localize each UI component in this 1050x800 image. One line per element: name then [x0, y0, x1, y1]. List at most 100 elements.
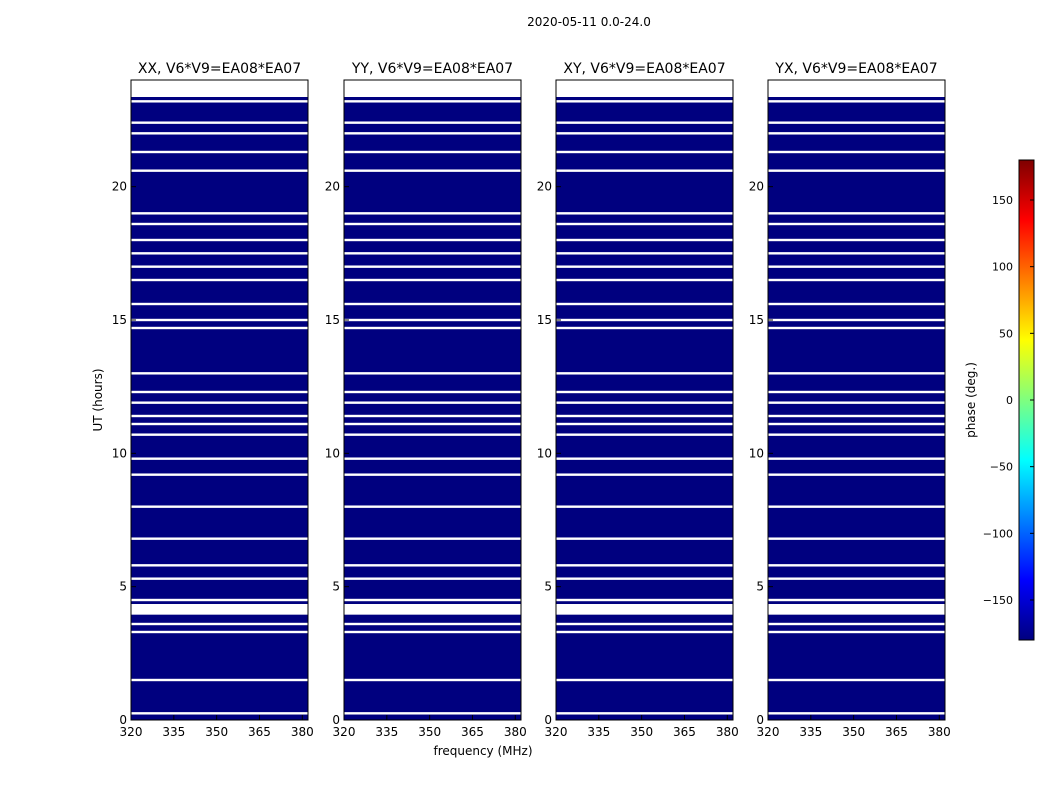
flagged-row: [556, 604, 733, 615]
y-tick-label: 5: [756, 580, 764, 594]
flagged-row: [131, 390, 308, 394]
colorbar-tick-label: −150: [983, 594, 1013, 607]
flagged-row: [344, 326, 521, 330]
panel-2: [343, 79, 522, 721]
x-tick-label: 320: [120, 725, 143, 739]
flagged-row: [131, 302, 308, 306]
x-tick-label: 365: [673, 725, 696, 739]
flagged-row: [344, 318, 521, 322]
flagged-row: [131, 169, 308, 172]
flagged-row: [556, 401, 733, 404]
flagged-row: [344, 302, 521, 306]
colorbar-tick-label: −100: [983, 527, 1013, 540]
panel-title: XY, V6*V9=EA08*EA07: [563, 61, 725, 77]
panel-title: YY, V6*V9=EA08*EA07: [351, 61, 513, 77]
y-tick-label: 15: [537, 313, 552, 327]
flagged-row: [768, 222, 945, 226]
flagged-row: [131, 622, 308, 626]
flagged-row: [768, 80, 945, 97]
flagged-row: [556, 100, 733, 103]
flagged-row: [131, 678, 308, 682]
flagged-row: [344, 564, 521, 567]
flagged-row: [556, 422, 733, 426]
flagged-row: [768, 577, 945, 580]
flagged-row: [768, 712, 945, 715]
panel-1: [130, 79, 309, 721]
flagged-row: [768, 473, 945, 476]
flagged-row: [131, 473, 308, 476]
flagged-row: [344, 630, 521, 634]
flagged-row: [768, 318, 945, 322]
flagged-row: [768, 401, 945, 404]
flagged-row: [556, 390, 733, 394]
flagged-row: [768, 100, 945, 103]
flagged-row: [556, 564, 733, 567]
panel-3: [555, 79, 734, 721]
x-tick-label: 335: [375, 725, 398, 739]
flagged-row: [556, 222, 733, 226]
flagged-row: [344, 100, 521, 103]
flagged-row: [344, 622, 521, 626]
flagged-row: [131, 278, 308, 282]
x-tick-label: 365: [248, 725, 271, 739]
flagged-row: [556, 318, 733, 322]
flagged-row: [131, 318, 308, 322]
y-tick-label: 0: [544, 713, 552, 727]
x-tick-label: 320: [757, 725, 780, 739]
flagged-row: [344, 121, 521, 124]
flagged-row: [131, 401, 308, 404]
flagged-row: [768, 265, 945, 268]
flagged-row: [344, 414, 521, 418]
flagged-row: [768, 212, 945, 215]
y-tick-label: 0: [119, 713, 127, 727]
flagged-row: [344, 678, 521, 682]
flagged-row: [556, 433, 733, 436]
flagged-row: [556, 121, 733, 124]
y-tick-label: 15: [112, 313, 127, 327]
flagged-row: [131, 433, 308, 436]
flagged-row: [768, 564, 945, 567]
panel-frame: [343, 79, 522, 721]
flagged-row: [344, 169, 521, 172]
flagged-row: [131, 212, 308, 215]
x-tick-label: 335: [587, 725, 610, 739]
x-tick-label: 335: [799, 725, 822, 739]
flagged-row: [131, 372, 308, 375]
flagged-row: [556, 150, 733, 154]
flagged-row: [131, 577, 308, 580]
flagged-row: [768, 132, 945, 135]
flagged-row: [131, 150, 308, 154]
flagged-row: [344, 433, 521, 436]
flagged-row: [131, 414, 308, 418]
flagged-row: [344, 457, 521, 460]
figure-suptitle: 2020-05-11 0.0-24.0: [527, 15, 651, 29]
flagged-row: [131, 457, 308, 460]
flagged-row: [556, 630, 733, 634]
panel-title: XX, V6*V9=EA08*EA07: [138, 61, 301, 77]
panel-frame: [130, 79, 309, 721]
x-tick-label: 335: [162, 725, 185, 739]
colorbar-tick-label: 100: [992, 261, 1013, 274]
flagged-row: [344, 265, 521, 268]
y-tick-label: 0: [756, 713, 764, 727]
flagged-row: [344, 80, 521, 97]
x-tick-label: 320: [333, 725, 356, 739]
flagged-row: [768, 372, 945, 375]
x-tick-label: 380: [504, 725, 527, 739]
flagged-row: [344, 372, 521, 375]
x-tick-label: 380: [291, 725, 314, 739]
flagged-row: [768, 604, 945, 615]
flagged-row: [131, 121, 308, 124]
flagged-row: [131, 80, 308, 97]
flagged-row: [131, 505, 308, 508]
flagged-row: [344, 422, 521, 426]
flagged-row: [768, 422, 945, 426]
flagged-row: [344, 278, 521, 282]
flagged-row: [344, 150, 521, 154]
flagged-row: [344, 222, 521, 226]
flagged-row: [768, 505, 945, 508]
flagged-row: [556, 457, 733, 460]
flagged-row: [344, 401, 521, 404]
flagged-row: [556, 473, 733, 476]
